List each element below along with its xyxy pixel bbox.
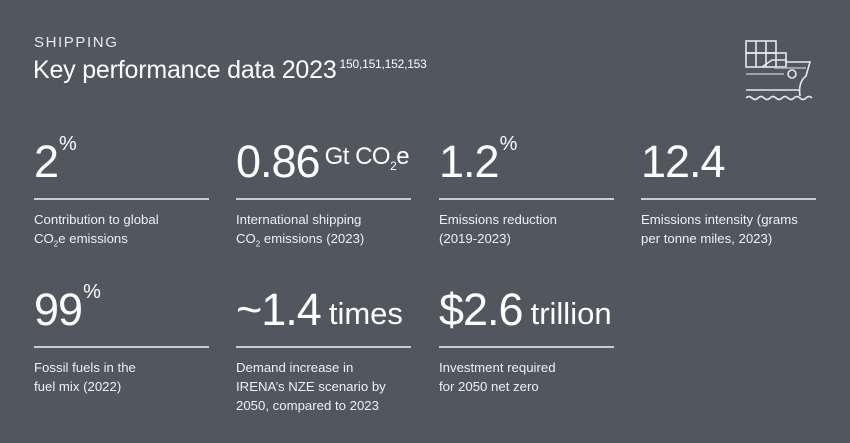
divider	[641, 198, 816, 200]
stat-value: ~1.4	[236, 284, 322, 335]
divider	[236, 346, 411, 348]
stat-value: 1.2	[439, 136, 500, 187]
divider	[34, 346, 209, 348]
stat-label: Investment required for 2050 net zero	[439, 360, 556, 394]
stat-value: 0.86	[236, 136, 321, 187]
stat-suffix: %	[83, 281, 101, 303]
stat-value: $2.6	[439, 284, 524, 335]
stat-unit: Gt CO2e	[324, 143, 410, 173]
stat-label: Fossil fuels in the fuel mix (2022)	[34, 360, 136, 394]
stat-value: 99	[34, 284, 83, 335]
stat-demand-increase: ~1.4 times Demand increase in IRENA’s NZE…	[236, 280, 411, 415]
stat-fossil-fuels: 99% Fossil fuels in the fuel mix (2022)	[34, 280, 209, 396]
stat-value: 12.4	[641, 136, 726, 187]
divider	[439, 346, 614, 348]
stat-unit: times	[328, 296, 403, 331]
stat-label: Demand increase in IRENA’s NZE scenario …	[236, 360, 386, 413]
stat-value: 2	[34, 136, 59, 187]
stat-emissions-reduction: 1.2% Emissions reduction (2019-2023)	[439, 132, 614, 248]
stat-unit: trillion	[530, 296, 612, 331]
stat-label: Emissions reduction (2019-2023)	[439, 212, 558, 246]
stat-global-contribution: 2% Contribution to global CO2e emissions	[34, 132, 209, 254]
divider	[34, 198, 209, 200]
footnote-refs: 150,151,152,153	[339, 57, 427, 71]
divider	[439, 198, 614, 200]
stat-label: Contribution to global CO2e emissions	[34, 212, 159, 249]
page-title: Key performance data 2023 150,151,152,153	[33, 56, 427, 85]
stat-label: International shipping CO2 emissions (20…	[236, 212, 365, 249]
divider	[236, 198, 411, 200]
stat-investment-required: $2.6 trillion Investment required for 205…	[439, 280, 614, 396]
stat-emissions-intensity: 12.4 Emissions intensity (grams per tonn…	[641, 132, 816, 248]
stat-suffix: %	[59, 133, 77, 155]
stat-label: Emissions intensity (grams per tonne mil…	[641, 212, 798, 246]
stat-suffix: %	[499, 133, 518, 155]
stat-shipping-emissions: 0.86 Gt CO2e International shipping CO2 e…	[236, 132, 411, 254]
title-text: Key performance data 2023	[33, 56, 337, 84]
section-eyebrow: SHIPPING	[34, 34, 119, 51]
cargo-ship-icon	[745, 40, 813, 101]
